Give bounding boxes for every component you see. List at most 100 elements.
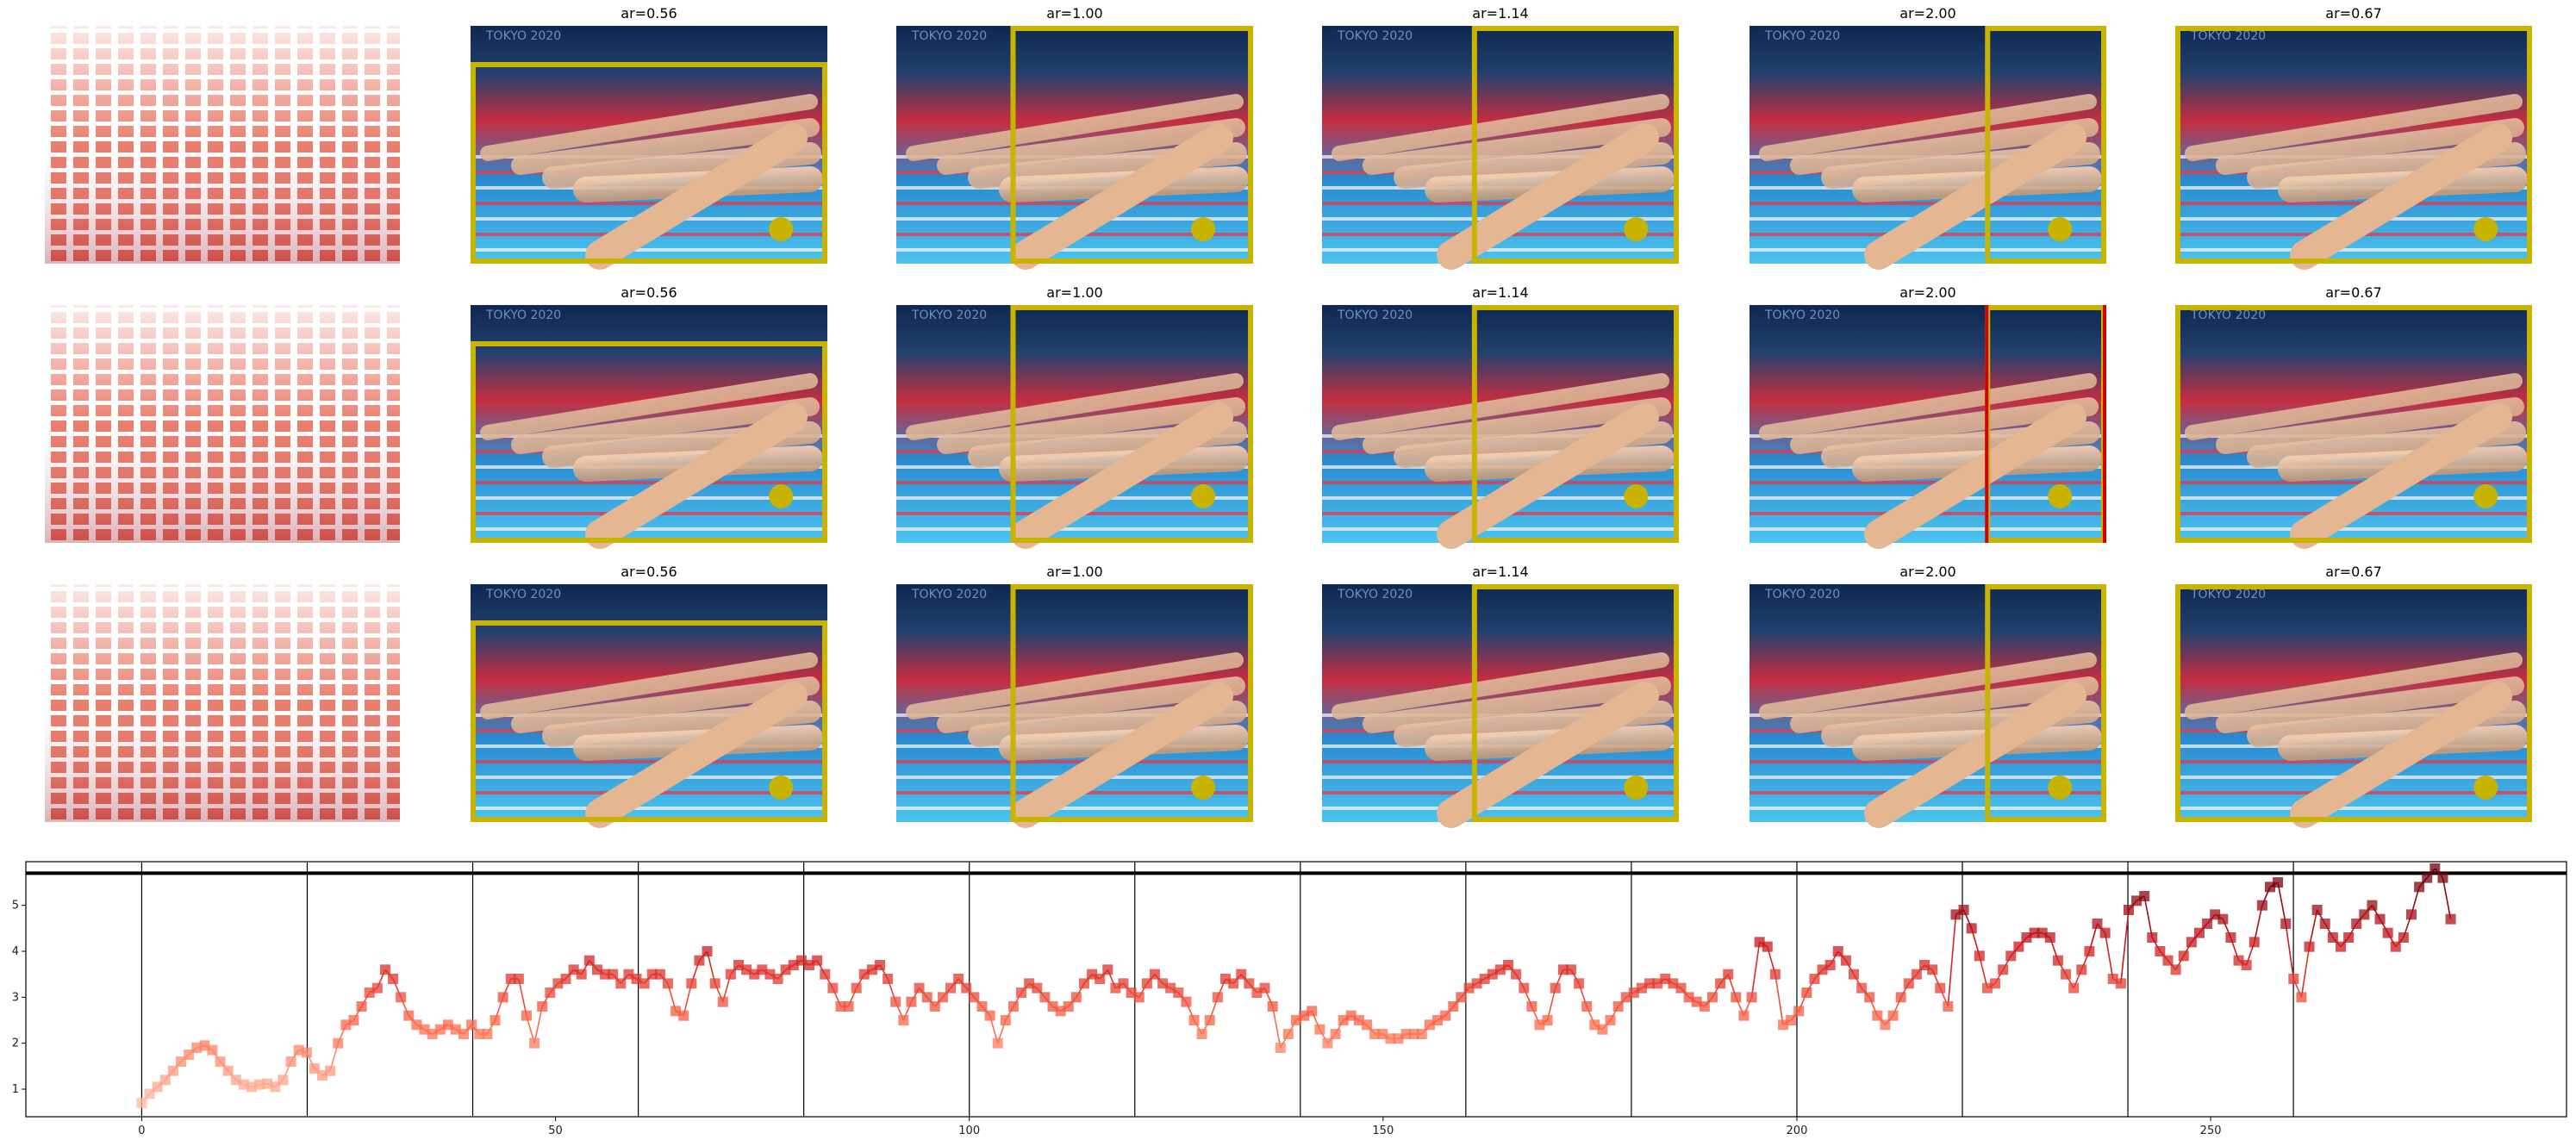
panel-title: ar=0.56 <box>621 5 677 22</box>
data-point <box>1070 992 1082 1003</box>
data-point <box>937 992 948 1003</box>
data-point <box>1039 992 1051 1003</box>
data-point <box>2021 932 2032 943</box>
thumbnail-panel: ar=1.00 TOKYO 2020 <box>896 5 1253 270</box>
photo-caption: TOKYO 2020 <box>1337 588 1413 601</box>
panel-title: ar=0.56 <box>621 284 677 301</box>
data-point <box>1087 969 1098 980</box>
data-point <box>820 969 831 980</box>
data-point <box>167 1065 178 1076</box>
bounding-box <box>1471 26 1679 264</box>
data-point <box>2193 927 2205 938</box>
data-point <box>945 982 957 994</box>
data-point <box>1196 1029 1207 1039</box>
data-point <box>725 969 736 980</box>
data-point <box>1408 1029 1419 1039</box>
data-point <box>199 1040 210 1051</box>
data-point <box>1950 909 1962 920</box>
lane-rope <box>471 807 827 810</box>
data-point <box>914 982 925 994</box>
data-point <box>1849 969 1859 980</box>
data-point <box>2374 913 2386 925</box>
data-point <box>325 1065 336 1076</box>
data-point <box>1809 974 1820 984</box>
photo-caption: TOKYO 2020 <box>1764 308 1840 322</box>
data-point <box>2092 919 2103 929</box>
data-point <box>1032 982 1043 994</box>
lane-rope <box>896 248 1253 252</box>
data-point <box>1055 1006 1066 1017</box>
keypoint-marker <box>1191 217 1216 241</box>
data-point <box>591 964 602 975</box>
panel-title: ar=1.00 <box>1046 5 1102 22</box>
keypoint-marker <box>769 217 794 241</box>
swimmer-body <box>1437 123 1659 270</box>
thumbnail-panel: ar=2.00 TOKYO 2020 <box>1750 5 2106 270</box>
data-point <box>2367 900 2378 911</box>
data-point <box>1636 982 1647 994</box>
series-line-segment <box>1775 974 1784 1025</box>
data-point <box>1731 992 1742 1003</box>
heatmap <box>45 26 400 264</box>
data-point <box>1118 978 1129 989</box>
data-point <box>2099 927 2111 938</box>
data-point <box>1589 1019 1600 1031</box>
data-point <box>984 1010 995 1021</box>
data-point <box>1762 941 1773 952</box>
heatmap-shading <box>45 584 400 822</box>
data-point <box>2319 919 2330 929</box>
data-point <box>2202 919 2213 929</box>
data-point <box>1424 1019 1435 1031</box>
panel-title: ar=2.00 <box>1899 5 1955 22</box>
series-line-segment <box>2277 881 2286 925</box>
thumbnail-panel: ar=1.14 TOKYO 2020 <box>1322 284 1679 549</box>
lane-rope <box>1322 760 1679 763</box>
data-point <box>2139 891 2150 901</box>
data-point <box>442 1019 453 1031</box>
swimmer-arm <box>937 118 1245 175</box>
data-point <box>1699 1001 1710 1012</box>
data-point <box>1259 982 1270 994</box>
data-point <box>2233 955 2244 966</box>
photo-caption: TOKYO 2020 <box>485 308 561 322</box>
swimmer-arm <box>1332 652 1669 720</box>
data-point <box>1550 982 1561 994</box>
data-point <box>1393 1033 1404 1044</box>
data-point <box>2052 955 2063 966</box>
keypoint-marker <box>2473 776 2498 800</box>
data-point <box>238 1079 249 1090</box>
data-point <box>1047 1001 1058 1012</box>
data-point <box>419 1024 430 1035</box>
data-point <box>215 1056 226 1067</box>
keypoint-marker <box>1191 484 1216 508</box>
photo-caption: TOKYO 2020 <box>1337 29 1413 43</box>
x-tick-label: 200 <box>1787 1124 1808 1137</box>
keypoint-marker <box>1191 776 1216 800</box>
data-point <box>207 1044 218 1056</box>
lane-rope <box>896 807 1253 810</box>
data-point <box>2359 909 2370 920</box>
data-point <box>2147 932 2158 943</box>
x-tick-label: 0 <box>138 1124 145 1137</box>
series-line-segment <box>2253 905 2263 943</box>
data-point <box>639 978 650 989</box>
keypoint-marker <box>2048 217 2073 241</box>
data-point <box>2107 974 2118 984</box>
photo-caption: TOKYO 2020 <box>2190 29 2266 43</box>
thumbnail-panel: ar=0.67 TOKYO 2020 <box>2175 564 2532 828</box>
lane-rope <box>896 760 1253 763</box>
data-point <box>1777 1019 1788 1031</box>
keypoint-marker <box>1624 484 1649 508</box>
data-point <box>1345 1010 1357 1021</box>
x-tick-label: 50 <box>548 1124 563 1137</box>
lane-rope <box>1750 202 2106 205</box>
data-point <box>371 982 383 994</box>
data-point <box>1251 987 1263 998</box>
series-line-segment <box>2308 909 2318 947</box>
data-point <box>883 974 894 984</box>
lane-rope <box>471 202 827 205</box>
data-point <box>1181 996 1192 1007</box>
data-point <box>317 1070 328 1081</box>
data-point <box>702 946 713 956</box>
